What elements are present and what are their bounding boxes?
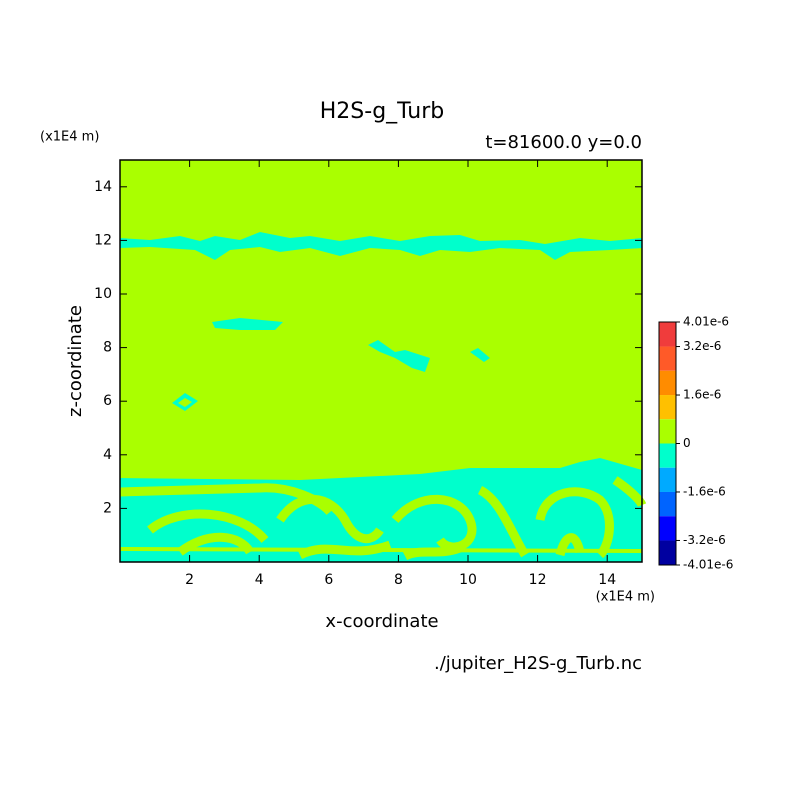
x-tick-label: 6 xyxy=(324,572,333,588)
y-tick-label: 12 xyxy=(94,232,112,248)
x-tick-label: 10 xyxy=(459,572,477,588)
contour-region xyxy=(177,532,254,556)
contour-region xyxy=(368,340,430,372)
colorbar-segment xyxy=(659,516,676,541)
y-tick-label: 2 xyxy=(103,500,112,516)
colorbar-tick-label: 4.01e-6 xyxy=(683,315,729,329)
colorbar-tick-label: 3.2e-6 xyxy=(683,339,721,353)
colorbar-segment xyxy=(659,419,676,444)
colorbar-tick-label: 1.6e-6 xyxy=(683,388,721,402)
contour-region xyxy=(120,232,642,260)
x-tick-label: 4 xyxy=(255,572,264,588)
contour-region xyxy=(119,547,643,553)
plot-frame xyxy=(119,159,643,563)
y-axis-label: z-coordinate xyxy=(65,305,86,417)
contour-region xyxy=(276,494,384,544)
x-tick-label: 2 xyxy=(185,572,194,588)
colorbar-tick-label: 0 xyxy=(683,436,691,450)
colorbar-segment xyxy=(659,443,676,468)
colorbar-segment xyxy=(659,346,676,371)
contour-region xyxy=(178,398,192,407)
colorbar-segment xyxy=(659,370,676,396)
y-tick-label: 6 xyxy=(103,393,112,409)
contour-region xyxy=(470,348,490,362)
contour-region xyxy=(119,483,334,516)
source-file: ./jupiter_H2S-g_Turb.nc xyxy=(434,653,642,674)
y-tick-label: 10 xyxy=(94,286,112,302)
y-tick-label: 4 xyxy=(103,447,112,463)
colorbar-tick-label: -4.01e-6 xyxy=(683,558,733,572)
colorbar-tick-label: -1.6e-6 xyxy=(683,484,726,498)
y-tick-label: 14 xyxy=(94,179,112,195)
contour-field xyxy=(119,160,647,562)
contour-region xyxy=(477,485,529,558)
x-tick-label: 8 xyxy=(394,572,403,588)
x-axis-label: x-coordinate xyxy=(325,611,438,632)
contour-region xyxy=(535,487,614,559)
contour-region xyxy=(147,509,269,544)
subtitle: t=81600.0 y=0.0 xyxy=(485,132,642,153)
chart-title: H2S-g_Turb xyxy=(320,99,444,124)
colorbar-tick-label: -3.2e-6 xyxy=(683,533,726,547)
x-tick-label: 14 xyxy=(598,572,616,588)
colorbar-segment xyxy=(659,467,676,492)
colorbar-segment xyxy=(659,540,676,565)
contour-region xyxy=(212,318,283,330)
colorbar-segment xyxy=(659,491,676,517)
y-tick-label: 8 xyxy=(103,340,112,356)
colorbar-segment xyxy=(659,395,676,420)
y-unit: (x1E4 m) xyxy=(40,130,99,145)
x-unit: (x1E4 m) xyxy=(596,590,655,605)
x-tick-label: 12 xyxy=(529,572,547,588)
colorbar-segment xyxy=(659,322,676,347)
